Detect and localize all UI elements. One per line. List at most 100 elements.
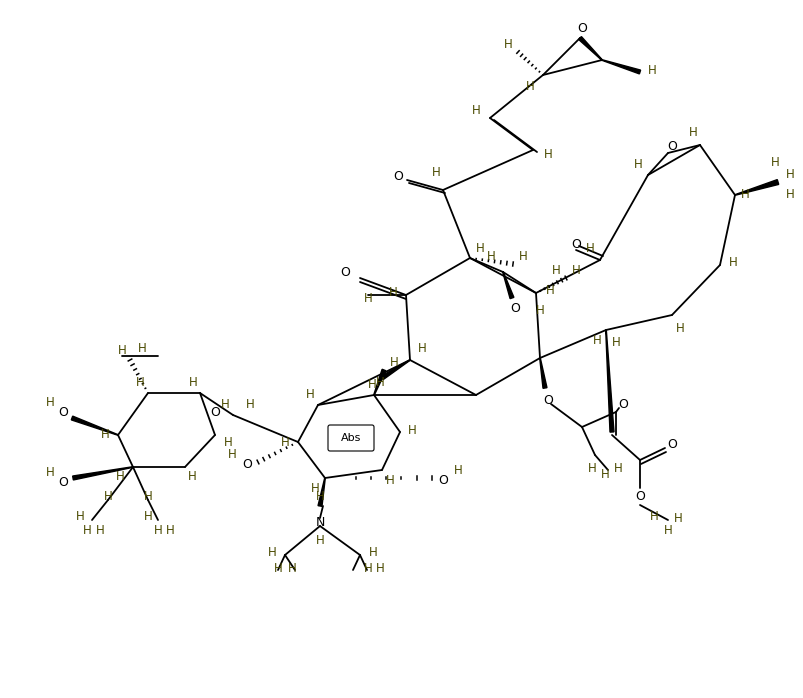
Polygon shape <box>373 369 385 395</box>
Text: Abs: Abs <box>340 433 361 443</box>
Text: H: H <box>367 378 376 392</box>
Text: H: H <box>280 436 289 449</box>
Text: H: H <box>83 524 92 537</box>
Text: H: H <box>585 242 593 255</box>
Text: N: N <box>315 516 324 528</box>
Text: H: H <box>385 473 394 487</box>
Text: O: O <box>509 302 520 315</box>
Text: H: H <box>144 510 153 524</box>
Text: H: H <box>267 547 276 560</box>
FancyBboxPatch shape <box>328 425 373 451</box>
Text: H: H <box>785 188 793 202</box>
Text: H: H <box>417 341 426 355</box>
Text: O: O <box>577 22 586 36</box>
Text: O: O <box>666 438 676 452</box>
Text: H: H <box>104 491 112 503</box>
Text: H: H <box>136 376 145 389</box>
Text: H: H <box>368 547 377 560</box>
Text: O: O <box>58 406 67 419</box>
Text: O: O <box>618 399 627 412</box>
Text: H: H <box>137 341 146 355</box>
Text: H: H <box>310 482 319 494</box>
Polygon shape <box>318 478 325 506</box>
Text: O: O <box>393 170 402 184</box>
Text: O: O <box>542 394 552 406</box>
Text: H: H <box>305 387 314 401</box>
Text: H: H <box>673 512 682 524</box>
Text: H: H <box>769 156 778 168</box>
Text: H: H <box>187 470 196 484</box>
Text: H: H <box>96 524 104 537</box>
Text: H: H <box>545 283 554 297</box>
Text: H: H <box>246 399 254 412</box>
Text: H: H <box>525 80 534 93</box>
Text: H: H <box>551 264 560 276</box>
Text: H: H <box>388 285 397 299</box>
Polygon shape <box>601 60 640 74</box>
Text: H: H <box>687 126 696 138</box>
Text: H: H <box>407 424 416 436</box>
Text: H: H <box>153 524 162 537</box>
Text: H: H <box>613 461 622 475</box>
Text: H: H <box>220 399 229 412</box>
Text: H: H <box>475 242 483 255</box>
Text: O: O <box>570 239 581 251</box>
Text: H: H <box>165 524 174 537</box>
Text: H: H <box>611 336 620 348</box>
Text: H: H <box>518 251 527 264</box>
Text: H: H <box>543 149 552 161</box>
Text: H: H <box>571 265 580 278</box>
Text: H: H <box>431 167 440 179</box>
Text: H: H <box>144 491 153 503</box>
Text: H: H <box>453 463 462 477</box>
Text: H: H <box>486 251 495 264</box>
Text: H: H <box>600 468 609 482</box>
Text: H: H <box>363 292 372 304</box>
Polygon shape <box>381 359 410 380</box>
Text: H: H <box>647 64 655 77</box>
Text: H: H <box>273 561 282 574</box>
Polygon shape <box>605 330 613 432</box>
Text: H: H <box>116 470 124 484</box>
Text: H: H <box>675 322 683 334</box>
Text: H: H <box>287 561 296 574</box>
Text: H: H <box>740 188 748 202</box>
Text: H: H <box>375 376 384 389</box>
Text: H: H <box>375 561 384 574</box>
Text: H: H <box>471 103 479 117</box>
Text: H: H <box>223 436 232 449</box>
Text: O: O <box>634 491 644 503</box>
Text: H: H <box>189 376 197 389</box>
Polygon shape <box>71 416 118 436</box>
Text: H: H <box>633 158 642 172</box>
Text: H: H <box>100 429 109 442</box>
Text: H: H <box>785 168 793 181</box>
Text: O: O <box>210 406 220 419</box>
Polygon shape <box>578 36 601 60</box>
Text: O: O <box>58 477 67 489</box>
Polygon shape <box>539 358 546 388</box>
Text: O: O <box>340 267 349 279</box>
Text: H: H <box>46 466 55 480</box>
Text: H: H <box>316 533 324 547</box>
Polygon shape <box>502 272 513 299</box>
Text: H: H <box>75 510 84 524</box>
Text: O: O <box>242 459 251 472</box>
Text: H: H <box>389 357 397 369</box>
Text: H: H <box>316 489 324 503</box>
Text: O: O <box>438 473 447 487</box>
Text: H: H <box>535 304 544 316</box>
Text: O: O <box>666 140 676 154</box>
Text: H: H <box>662 524 671 537</box>
Text: H: H <box>503 38 512 50</box>
Polygon shape <box>734 179 778 195</box>
Text: H: H <box>46 396 55 410</box>
Text: H: H <box>117 343 126 357</box>
Polygon shape <box>72 467 132 480</box>
Text: H: H <box>227 449 236 461</box>
Text: H: H <box>592 334 601 346</box>
Text: H: H <box>587 461 596 475</box>
Text: H: H <box>649 510 658 524</box>
Text: H: H <box>363 561 372 574</box>
Text: H: H <box>728 255 736 269</box>
